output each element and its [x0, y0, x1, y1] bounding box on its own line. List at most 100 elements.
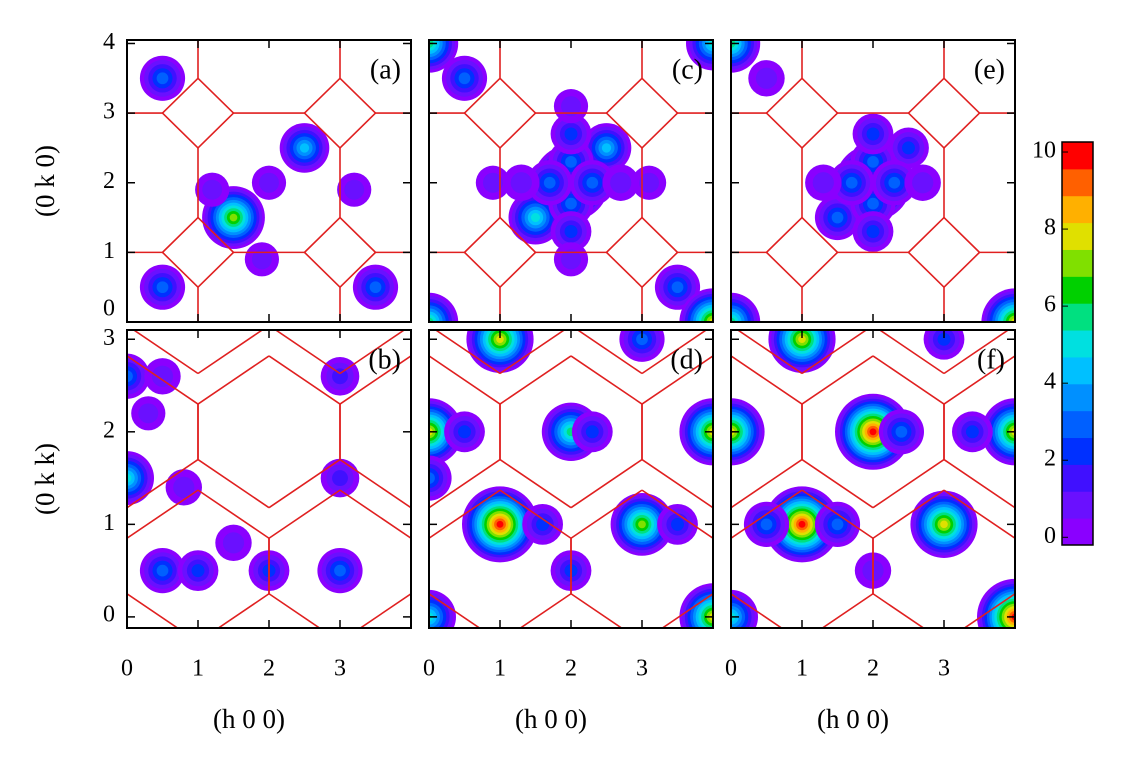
y-tick-label: 2: [103, 168, 115, 194]
contour-level: [867, 155, 879, 168]
contour-level: [127, 370, 133, 383]
contour-level: [332, 470, 348, 487]
x-axis-title: (h 0 0): [213, 704, 285, 734]
contour-level: [299, 143, 310, 153]
contour-level: [531, 213, 540, 223]
colorbar-band: [1062, 303, 1093, 331]
x-tick-label: 0: [423, 656, 435, 682]
y-axis-title: (0 k 0): [30, 145, 60, 217]
zone-boundary: [576, 330, 643, 375]
zone-boundary: [943, 355, 1015, 405]
x-tick-label: 2: [565, 656, 577, 682]
zone-boundary: [801, 355, 874, 405]
zone-boundary: [784, 594, 855, 642]
panel-label: (e): [974, 54, 1005, 85]
contour-level: [127, 473, 132, 483]
panel-label: (b): [368, 344, 401, 375]
zone-boundary: [197, 458, 270, 509]
zone-boundary: [197, 77, 235, 114]
zone-boundary: [127, 489, 199, 539]
plot-area: [429, 40, 713, 322]
contour-level: [940, 520, 948, 529]
zone-boundary: [907, 251, 945, 288]
panel-label: (f): [977, 344, 1005, 375]
colorbar-tick-label: 0: [1044, 523, 1056, 549]
zone-boundary: [801, 112, 839, 149]
zone-boundary: [801, 330, 868, 375]
contour-level: [586, 176, 599, 189]
zone-boundary: [589, 594, 660, 642]
zone-boundary: [570, 593, 623, 628]
colorbar-band: [1062, 222, 1093, 250]
contour-level: [334, 564, 346, 577]
zone-boundary: [605, 77, 643, 114]
zone-boundary: [127, 506, 128, 508]
zone-boundary: [161, 112, 199, 149]
contour-level: [965, 425, 979, 439]
contour-level: [671, 281, 684, 294]
plot-area: [127, 40, 411, 322]
contour-level: [191, 564, 205, 578]
contour-level: [173, 476, 195, 498]
zone-boundary: [463, 216, 501, 253]
zone-boundary: [801, 77, 839, 114]
zone-boundary: [410, 355, 411, 357]
colorbar-tick-label: 10: [1032, 138, 1056, 164]
zone-boundary: [872, 355, 945, 405]
contour-level: [156, 72, 169, 85]
contour-level: [222, 532, 245, 554]
panel-label: (d): [670, 344, 703, 375]
contour-level: [812, 172, 834, 194]
zone-boundary: [641, 216, 679, 253]
colorbar-tick-label: 2: [1044, 446, 1056, 472]
plot-area: [589, 330, 1015, 642]
contour-level: [638, 520, 646, 529]
contour-level: [585, 425, 599, 439]
zone-boundary: [765, 77, 803, 114]
zone-boundary: [872, 489, 945, 539]
zone-boundary: [339, 112, 377, 149]
contour-level: [866, 127, 880, 141]
x-axis-title: (h 0 0): [515, 704, 587, 734]
y-tick-label: 4: [103, 29, 115, 55]
zone-boundary: [463, 251, 501, 288]
contour-level: [760, 518, 773, 531]
zone-boundary: [197, 489, 270, 539]
zone-boundary: [765, 112, 803, 149]
zone-boundary: [287, 490, 358, 538]
zone-boundary: [907, 216, 945, 253]
zone-boundary: [801, 489, 874, 539]
zone-boundary: [605, 216, 643, 253]
contour-level: [429, 317, 434, 322]
zone-boundary: [434, 330, 501, 375]
contour-level: [543, 176, 556, 189]
zone-boundary: [821, 593, 874, 628]
contour-level: [561, 249, 581, 270]
contour-level: [482, 172, 503, 193]
y-tick-label: 3: [103, 99, 115, 125]
contour-level: [561, 96, 581, 117]
zone-boundary: [943, 112, 981, 149]
contour-level: [869, 428, 877, 436]
colorbar-band: [1062, 410, 1093, 439]
colorbar-band: [1062, 356, 1093, 385]
zone-boundary: [943, 77, 981, 114]
contour-level: [831, 211, 844, 224]
contour-level: [458, 425, 471, 439]
zone-boundary: [303, 216, 341, 253]
zone-boundary: [765, 216, 803, 253]
contour-level: [496, 520, 504, 528]
plot-area: [731, 40, 1015, 322]
colorbar-band: [1062, 437, 1093, 465]
colorbar-frame: [1061, 141, 1094, 546]
colorbar-band: [1062, 383, 1093, 412]
x-tick-label: 0: [121, 656, 133, 682]
contour-level: [229, 213, 238, 222]
contour-level: [867, 197, 879, 210]
zone-boundary: [303, 251, 341, 288]
zone-boundary: [801, 251, 839, 288]
y-tick-label: 3: [103, 325, 115, 351]
x-tick-label: 0: [725, 656, 737, 682]
zone-boundary: [463, 77, 501, 114]
zone-boundary: [499, 216, 537, 253]
